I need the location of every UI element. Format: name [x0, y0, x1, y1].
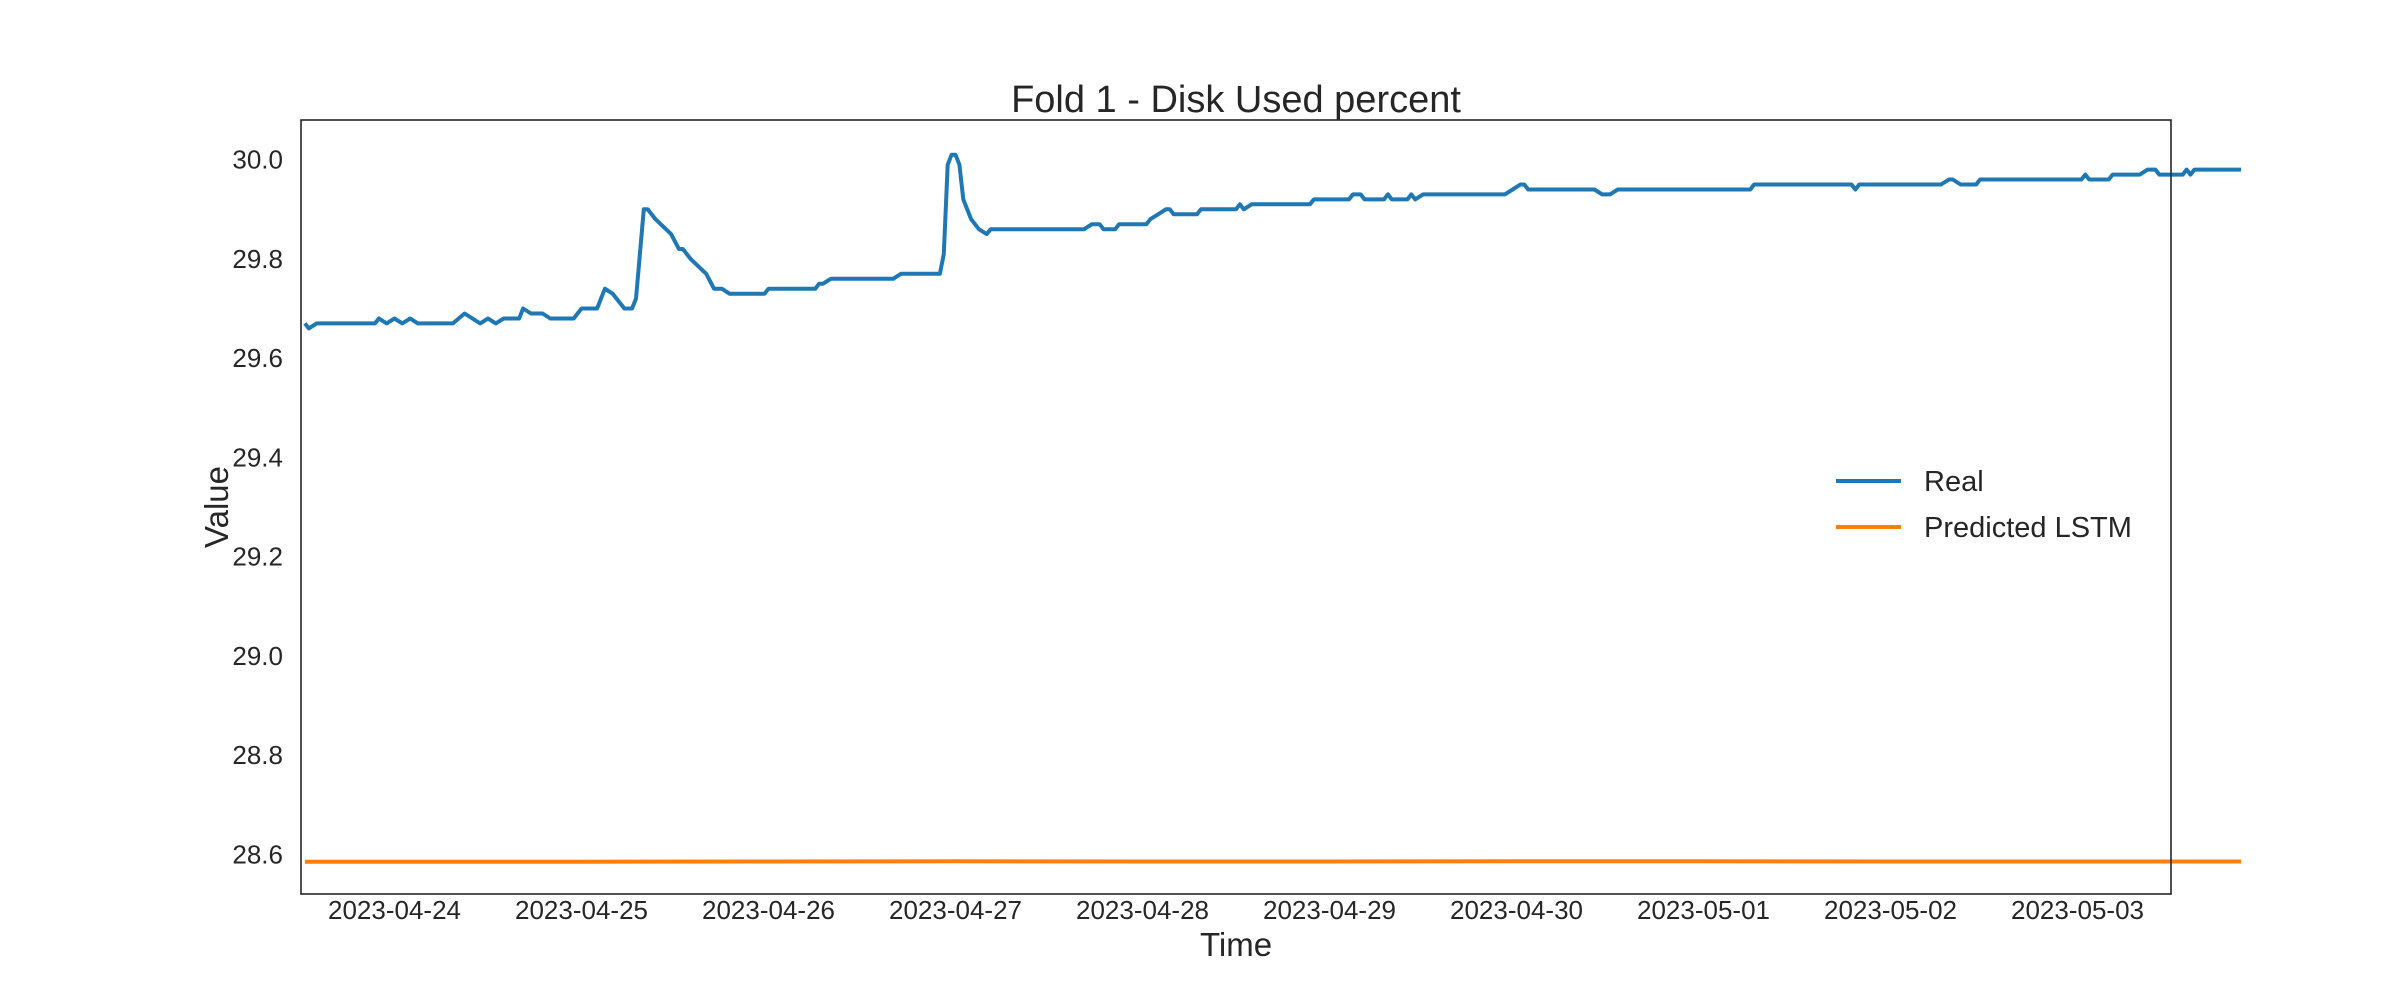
x-axis-ticks: 2023-04-24 2023-04-25 2023-04-26 2023-04-27…	[328, 895, 2144, 925]
x-tick-label: 2023-05-01	[1637, 895, 1770, 925]
chart-title: Fold 1 - Disk Used percent	[1011, 79, 1461, 121]
x-tick-label: 2023-04-27	[889, 895, 1022, 925]
y-tick-label: 28.8	[232, 740, 283, 770]
x-tick-label: 2023-04-29	[1263, 895, 1396, 925]
y-tick-label: 29.4	[232, 442, 283, 472]
x-tick-label: 2023-04-25	[515, 895, 648, 925]
x-tick-label: 2023-04-26	[702, 895, 835, 925]
y-axis-label: Value	[198, 466, 235, 548]
x-tick-label: 2023-04-28	[1076, 895, 1209, 925]
x-tick-label: 2023-05-02	[1824, 895, 1957, 925]
y-tick-label: 29.8	[232, 244, 283, 274]
legend-label-predicted-lstm: Predicted LSTM	[1924, 512, 2132, 544]
y-tick-label: 30.0	[232, 145, 283, 175]
x-tick-label: 2023-05-03	[2011, 895, 2144, 925]
x-tick-label: 2023-04-24	[328, 895, 461, 925]
x-tick-label: 2023-04-30	[1450, 895, 1583, 925]
legend: Real Predicted LSTM	[1836, 466, 2132, 544]
series-line-real	[303, 152, 2242, 331]
y-tick-label: 29.2	[232, 542, 283, 572]
y-tick-label: 29.6	[232, 343, 283, 373]
series-layer	[303, 152, 2242, 864]
x-axis-label: Time	[1200, 926, 1272, 963]
plot-area-frame	[300, 119, 2172, 895]
y-tick-label: 29.0	[232, 641, 283, 671]
legend-label-real: Real	[1924, 466, 1984, 498]
y-tick-label: 28.6	[232, 839, 283, 869]
y-axis-ticks: 28.6 28.8 29.0 29.2 29.4 29.6 29.8 30.0	[232, 145, 283, 870]
